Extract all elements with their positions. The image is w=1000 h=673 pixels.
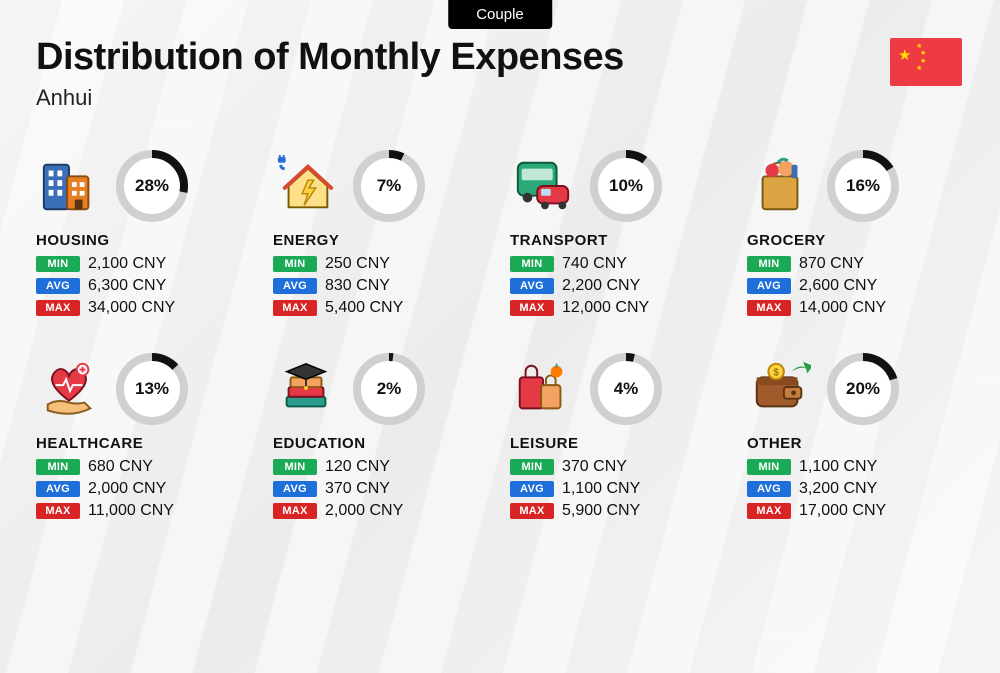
min-value: 870 CNY bbox=[799, 255, 864, 273]
min-badge: MIN bbox=[273, 256, 317, 272]
avg-badge: AVG bbox=[36, 278, 80, 294]
avg-badge: AVG bbox=[36, 481, 80, 497]
max-badge: MAX bbox=[36, 300, 80, 316]
min-value: 680 CNY bbox=[88, 458, 153, 476]
max-value: 11,000 CNY bbox=[88, 502, 174, 520]
category-label: LEISURE bbox=[510, 435, 727, 452]
category-stats: MIN 870 CNY AVG 2,600 CNY MAX 14,000 CNY bbox=[747, 255, 964, 317]
max-value: 17,000 CNY bbox=[799, 502, 886, 520]
shopping-bags-icon bbox=[510, 356, 576, 422]
page-title: Distribution of Monthly Expenses bbox=[36, 36, 964, 79]
page-subtitle: Anhui bbox=[36, 85, 964, 111]
category-card-transport: 10% TRANSPORT MIN 740 CNY AVG 2,200 CNY MA… bbox=[510, 148, 727, 321]
category-stats: MIN 680 CNY AVG 2,000 CNY MAX 11,000 CNY bbox=[36, 458, 253, 520]
min-badge: MIN bbox=[747, 459, 791, 475]
avg-value: 370 CNY bbox=[325, 480, 390, 498]
max-badge: MAX bbox=[36, 503, 80, 519]
buildings-icon bbox=[36, 153, 102, 219]
category-stats: MIN 120 CNY AVG 370 CNY MAX 2,000 CNY bbox=[273, 458, 490, 520]
min-badge: MIN bbox=[510, 256, 554, 272]
category-stats: MIN 370 CNY AVG 1,100 CNY MAX 5,900 CNY bbox=[510, 458, 727, 520]
percent-donut: 2% bbox=[353, 353, 425, 425]
category-label: OTHER bbox=[747, 435, 964, 452]
category-stats: MIN 1,100 CNY AVG 3,200 CNY MAX 17,000 CNY bbox=[747, 458, 964, 520]
min-value: 120 CNY bbox=[325, 458, 390, 476]
max-value: 2,000 CNY bbox=[325, 502, 403, 520]
avg-value: 1,100 CNY bbox=[562, 480, 640, 498]
avg-badge: AVG bbox=[747, 278, 791, 294]
min-value: 370 CNY bbox=[562, 458, 627, 476]
avg-badge: AVG bbox=[747, 481, 791, 497]
avg-value: 6,300 CNY bbox=[88, 277, 166, 295]
avg-value: 830 CNY bbox=[325, 277, 390, 295]
min-badge: MIN bbox=[747, 256, 791, 272]
avg-badge: AVG bbox=[510, 278, 554, 294]
category-card-healthcare: 13% HEALTHCARE MIN 680 CNY AVG 2,000 CNY M… bbox=[36, 351, 253, 524]
percent-donut: 13% bbox=[116, 353, 188, 425]
category-card-leisure: 4% LEISURE MIN 370 CNY AVG 1,100 CNY MAX 5,… bbox=[510, 351, 727, 524]
percent-donut: 20% bbox=[827, 353, 899, 425]
max-badge: MAX bbox=[747, 503, 791, 519]
category-label: EDUCATION bbox=[273, 435, 490, 452]
svg-text:$: $ bbox=[773, 367, 779, 378]
min-badge: MIN bbox=[36, 459, 80, 475]
heart-hand-icon bbox=[36, 356, 102, 422]
avg-value: 2,000 CNY bbox=[88, 480, 166, 498]
avg-value: 3,200 CNY bbox=[799, 480, 877, 498]
min-value: 250 CNY bbox=[325, 255, 390, 273]
wallet-arrow-icon: $ bbox=[747, 356, 813, 422]
category-label: GROCERY bbox=[747, 232, 964, 249]
min-badge: MIN bbox=[510, 459, 554, 475]
grocery-bag-icon bbox=[747, 153, 813, 219]
category-card-other: $ 20% OTHER MIN 1,100 CNY AVG 3,200 CNY MA… bbox=[747, 351, 964, 524]
category-card-education: 2% EDUCATION MIN 120 CNY AVG 370 CNY MAX 2,… bbox=[273, 351, 490, 524]
percent-donut: 7% bbox=[353, 150, 425, 222]
category-stats: MIN 740 CNY AVG 2,200 CNY MAX 12,000 CNY bbox=[510, 255, 727, 317]
max-value: 5,900 CNY bbox=[562, 502, 640, 520]
max-badge: MAX bbox=[510, 300, 554, 316]
avg-badge: AVG bbox=[273, 481, 317, 497]
avg-badge: AVG bbox=[273, 278, 317, 294]
max-badge: MAX bbox=[273, 300, 317, 316]
category-label: ENERGY bbox=[273, 232, 490, 249]
max-value: 14,000 CNY bbox=[799, 299, 886, 317]
avg-badge: AVG bbox=[510, 481, 554, 497]
percent-donut: 10% bbox=[590, 150, 662, 222]
category-label: HOUSING bbox=[36, 232, 253, 249]
energy-house-icon bbox=[273, 153, 339, 219]
china-flag-icon: ★★★★★ bbox=[890, 38, 962, 86]
max-value: 34,000 CNY bbox=[88, 299, 175, 317]
min-badge: MIN bbox=[273, 459, 317, 475]
category-grid: 28% HOUSING MIN 2,100 CNY AVG 6,300 CNY MA… bbox=[36, 148, 964, 524]
percent-donut: 16% bbox=[827, 150, 899, 222]
min-value: 2,100 CNY bbox=[88, 255, 166, 273]
max-badge: MAX bbox=[510, 503, 554, 519]
min-value: 1,100 CNY bbox=[799, 458, 877, 476]
max-value: 5,400 CNY bbox=[325, 299, 403, 317]
category-stats: MIN 250 CNY AVG 830 CNY MAX 5,400 CNY bbox=[273, 255, 490, 317]
category-card-energy: 7% ENERGY MIN 250 CNY AVG 830 CNY MAX 5,400… bbox=[273, 148, 490, 321]
min-value: 740 CNY bbox=[562, 255, 627, 273]
percent-donut: 28% bbox=[116, 150, 188, 222]
category-card-housing: 28% HOUSING MIN 2,100 CNY AVG 6,300 CNY MA… bbox=[36, 148, 253, 321]
category-card-grocery: 16% GROCERY MIN 870 CNY AVG 2,600 CNY MAX 1… bbox=[747, 148, 964, 321]
max-badge: MAX bbox=[273, 503, 317, 519]
avg-value: 2,200 CNY bbox=[562, 277, 640, 295]
max-value: 12,000 CNY bbox=[562, 299, 649, 317]
books-cap-icon bbox=[273, 356, 339, 422]
category-label: TRANSPORT bbox=[510, 232, 727, 249]
max-badge: MAX bbox=[747, 300, 791, 316]
tab-badge: Couple bbox=[448, 0, 552, 29]
bus-car-icon bbox=[510, 153, 576, 219]
category-stats: MIN 2,100 CNY AVG 6,300 CNY MAX 34,000 CNY bbox=[36, 255, 253, 317]
min-badge: MIN bbox=[36, 256, 80, 272]
avg-value: 2,600 CNY bbox=[799, 277, 877, 295]
category-label: HEALTHCARE bbox=[36, 435, 253, 452]
percent-donut: 4% bbox=[590, 353, 662, 425]
header: Distribution of Monthly Expenses Anhui bbox=[36, 36, 964, 111]
